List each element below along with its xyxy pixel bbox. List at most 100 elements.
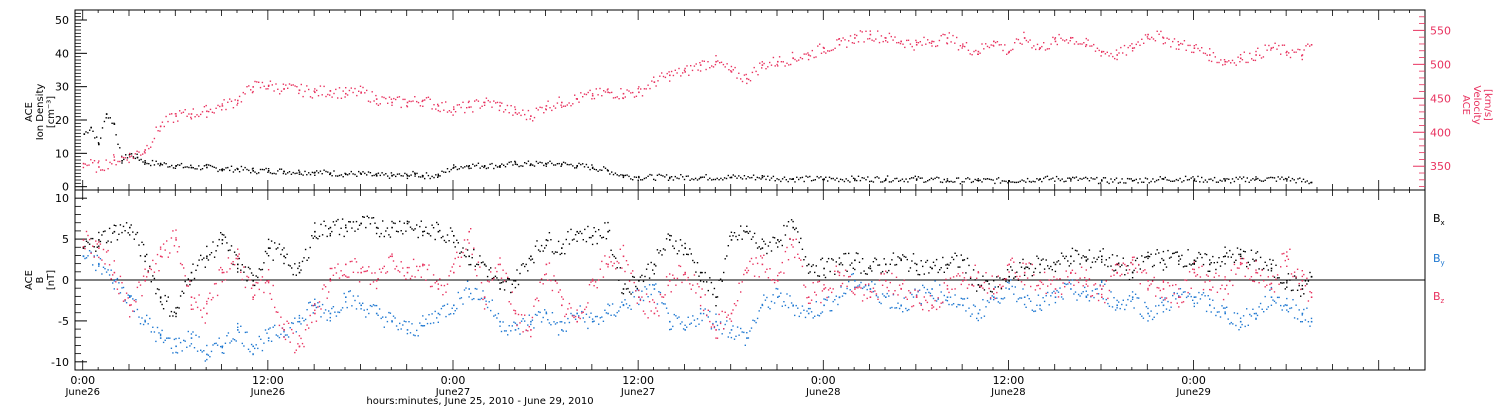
- bx-point: [167, 296, 169, 298]
- by-point: [354, 299, 356, 302]
- bx-point: [568, 243, 571, 245]
- by-point: [1224, 311, 1226, 313]
- velocity-point-anchor: [946, 37, 949, 39]
- ion-density-point: [767, 175, 769, 177]
- ion-density-point: [705, 174, 707, 176]
- by-point: [1276, 296, 1279, 299]
- by-point: [940, 291, 942, 293]
- velocity-point: [977, 53, 979, 55]
- ion-density-point-anchor: [1255, 178, 1257, 180]
- ion-density-point: [857, 175, 860, 177]
- bz-point: [1219, 288, 1222, 290]
- velocity-point: [815, 56, 817, 58]
- bx-point: [1212, 255, 1214, 258]
- ion-density-point: [965, 178, 967, 180]
- bx-point: [678, 250, 680, 252]
- bx-point: [1026, 266, 1029, 268]
- bz-point: [931, 307, 933, 309]
- by-point: [1272, 299, 1274, 301]
- bx-point: [641, 274, 643, 277]
- ion-density-point: [209, 164, 212, 167]
- ion-density-point: [1099, 182, 1102, 184]
- bx-point: [525, 263, 527, 266]
- bx-point: [1168, 257, 1171, 259]
- ion-density-point: [1217, 181, 1219, 183]
- ion-density-point: [1108, 182, 1110, 185]
- bx-point-anchor: [190, 271, 193, 274]
- velocity-point: [229, 98, 231, 100]
- ion-density-point: [691, 178, 693, 180]
- velocity-point: [117, 160, 119, 163]
- ion-density-point: [635, 176, 638, 178]
- ion-density-point: [736, 177, 738, 179]
- velocity-point: [345, 87, 347, 89]
- bz-point: [349, 260, 351, 263]
- bx-point: [156, 288, 159, 290]
- ion-density-point: [508, 161, 510, 164]
- bx-point: [255, 275, 257, 277]
- velocity-point: [770, 64, 773, 66]
- bz-point: [1222, 298, 1225, 301]
- ion-density-point: [1223, 178, 1225, 180]
- by-point: [429, 322, 432, 325]
- bz-point: [1147, 289, 1149, 291]
- by-point: [1261, 308, 1263, 310]
- bx-point: [790, 219, 793, 221]
- bx-point: [591, 243, 594, 246]
- by-point: [497, 312, 500, 315]
- bx-point: [400, 230, 402, 232]
- ion-density-point: [545, 165, 547, 167]
- by-point: [159, 333, 162, 335]
- velocity-point: [820, 52, 823, 54]
- x-tick-label-time: 12:00: [993, 374, 1025, 387]
- bz-point-anchor: [730, 312, 733, 315]
- by-point: [1165, 308, 1168, 310]
- bx-point: [610, 249, 612, 251]
- ion-density-point: [1273, 177, 1276, 179]
- ion-density-point: [664, 176, 666, 178]
- ion-density-point: [649, 173, 651, 176]
- bz-point: [633, 281, 635, 284]
- by-point-anchor: [252, 345, 254, 348]
- velocity-point: [487, 99, 489, 102]
- ion-density-point: [448, 170, 451, 173]
- by-point: [162, 341, 165, 344]
- bx-point-anchor: [113, 230, 116, 233]
- ion-density-point: [371, 175, 373, 177]
- ion-density-point: [849, 181, 851, 183]
- by-point: [777, 288, 779, 290]
- by-point: [740, 327, 742, 330]
- bz-point: [698, 286, 700, 288]
- bz-point: [1142, 270, 1145, 272]
- by-point: [1014, 286, 1016, 288]
- ion-density-point: [1092, 178, 1094, 180]
- by-point: [195, 334, 197, 336]
- velocity-point: [851, 42, 854, 44]
- ion-density-point: [203, 165, 206, 167]
- bz-point: [1030, 285, 1032, 288]
- ion-density-point: [527, 160, 530, 162]
- velocity-point: [551, 109, 553, 112]
- by-point: [1170, 306, 1172, 308]
- velocity-point: [1204, 52, 1207, 55]
- velocity-point: [1127, 46, 1129, 49]
- ion-density-point: [593, 168, 596, 170]
- by-point: [132, 298, 134, 300]
- bz-point: [1224, 278, 1226, 281]
- velocity-point: [591, 98, 593, 100]
- by-point: [976, 317, 978, 320]
- ion-density-point: [1172, 180, 1174, 182]
- velocity-point: [82, 166, 85, 169]
- bx-point: [355, 220, 358, 223]
- ion-density-point: [772, 175, 775, 178]
- velocity-tick-label: 400: [1430, 126, 1451, 139]
- bx-point: [946, 267, 949, 269]
- by-point: [98, 262, 100, 265]
- by-point: [795, 304, 797, 307]
- bx-point: [632, 275, 634, 278]
- bx-point: [676, 253, 679, 255]
- ion-density-point: [144, 163, 146, 165]
- velocity-point: [1019, 42, 1021, 44]
- bz-point-anchor: [175, 239, 177, 241]
- bx-point: [1283, 282, 1285, 284]
